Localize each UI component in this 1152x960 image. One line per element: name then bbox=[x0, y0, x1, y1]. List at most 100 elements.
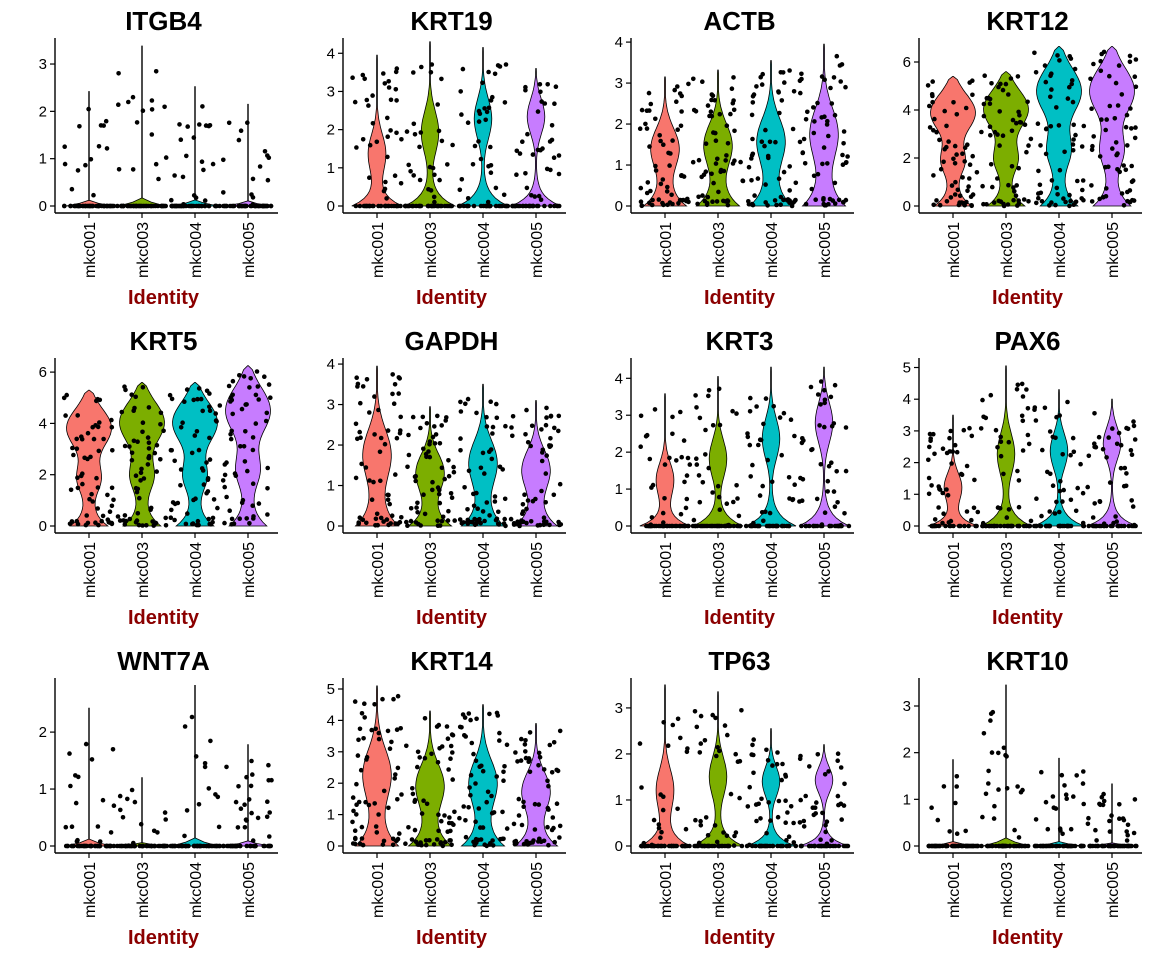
x-tick-label-mkc005: mkc005 bbox=[1105, 862, 1122, 918]
data-point bbox=[812, 523, 818, 529]
violin-mkc004 bbox=[457, 47, 509, 207]
data-point bbox=[745, 431, 750, 436]
data-point bbox=[822, 772, 828, 777]
data-point bbox=[1067, 192, 1072, 198]
data-point bbox=[180, 420, 185, 426]
data-point bbox=[677, 523, 683, 529]
data-point bbox=[988, 162, 994, 167]
data-point bbox=[709, 171, 714, 177]
data-point bbox=[781, 169, 787, 175]
data-point bbox=[665, 202, 670, 208]
data-point bbox=[1060, 843, 1066, 849]
data-point bbox=[702, 523, 707, 529]
data-point bbox=[1115, 103, 1121, 108]
data-point bbox=[458, 409, 464, 414]
data-point bbox=[510, 433, 515, 439]
data-point bbox=[1020, 418, 1026, 424]
x-tick-label-mkc005: mkc005 bbox=[817, 542, 834, 598]
data-point bbox=[545, 824, 550, 830]
data-point bbox=[440, 514, 446, 520]
data-point bbox=[415, 764, 420, 770]
data-point bbox=[695, 843, 700, 849]
data-point bbox=[1079, 196, 1084, 201]
violin-mkc001 bbox=[351, 54, 403, 207]
data-point bbox=[822, 510, 828, 515]
data-point bbox=[710, 712, 715, 718]
data-point bbox=[750, 100, 756, 105]
data-point bbox=[238, 806, 244, 811]
data-point bbox=[115, 514, 121, 519]
data-point bbox=[549, 123, 555, 128]
data-point bbox=[385, 134, 391, 139]
data-point bbox=[97, 839, 103, 844]
data-point bbox=[248, 376, 253, 381]
data-point bbox=[1033, 523, 1039, 529]
data-point bbox=[457, 724, 463, 730]
data-point bbox=[801, 136, 807, 142]
data-point bbox=[647, 200, 652, 206]
data-point bbox=[1070, 435, 1076, 441]
panel-title: KRT12 bbox=[986, 6, 1068, 36]
data-point bbox=[1093, 444, 1099, 450]
data-point bbox=[417, 144, 422, 150]
data-point bbox=[700, 193, 705, 198]
data-point bbox=[389, 513, 395, 518]
data-point bbox=[485, 199, 491, 205]
data-point bbox=[750, 843, 755, 849]
data-point bbox=[117, 793, 123, 799]
data-point bbox=[659, 829, 664, 835]
data-point bbox=[996, 787, 1001, 792]
data-point bbox=[818, 462, 824, 467]
data-point bbox=[132, 405, 137, 411]
data-point bbox=[435, 413, 440, 419]
data-point bbox=[169, 507, 174, 513]
data-point bbox=[182, 399, 187, 405]
data-point bbox=[133, 473, 139, 479]
data-point bbox=[480, 450, 486, 456]
data-point bbox=[357, 515, 363, 520]
data-point bbox=[839, 817, 844, 822]
x-axis-title: Identity bbox=[704, 607, 776, 629]
data-point bbox=[1100, 843, 1105, 849]
data-point bbox=[770, 843, 775, 849]
data-point bbox=[207, 457, 213, 462]
data-point bbox=[679, 454, 684, 460]
data-point bbox=[650, 482, 656, 488]
data-point bbox=[1067, 84, 1072, 90]
data-point bbox=[389, 739, 394, 745]
data-point bbox=[843, 425, 849, 430]
data-point bbox=[1116, 430, 1122, 436]
data-point bbox=[703, 815, 709, 820]
y-tick-label: 0 bbox=[615, 838, 623, 855]
data-point bbox=[226, 383, 232, 389]
data-point bbox=[494, 710, 500, 716]
data-point bbox=[823, 822, 828, 828]
data-point bbox=[954, 449, 960, 455]
data-point bbox=[156, 176, 161, 182]
data-point bbox=[800, 150, 806, 155]
y-tick-label: 4 bbox=[39, 415, 47, 432]
data-point bbox=[1064, 796, 1069, 801]
data-point bbox=[1073, 508, 1079, 514]
data-point bbox=[242, 802, 247, 807]
data-point bbox=[773, 139, 778, 145]
data-point bbox=[465, 396, 471, 402]
data-point bbox=[158, 410, 164, 416]
data-point bbox=[88, 843, 94, 849]
y-tick-label: 0 bbox=[615, 198, 623, 215]
data-point bbox=[995, 445, 1000, 450]
data-point bbox=[750, 151, 756, 157]
data-point bbox=[447, 815, 452, 820]
y-tick-label: 0 bbox=[903, 198, 911, 215]
data-point bbox=[356, 521, 362, 527]
data-point bbox=[222, 472, 228, 478]
data-point bbox=[94, 398, 99, 404]
data-point bbox=[381, 519, 386, 524]
data-point bbox=[662, 496, 667, 501]
data-point bbox=[787, 198, 792, 203]
data-point bbox=[386, 203, 392, 209]
data-point bbox=[65, 843, 71, 849]
data-point bbox=[1002, 843, 1007, 849]
data-point bbox=[557, 835, 562, 840]
